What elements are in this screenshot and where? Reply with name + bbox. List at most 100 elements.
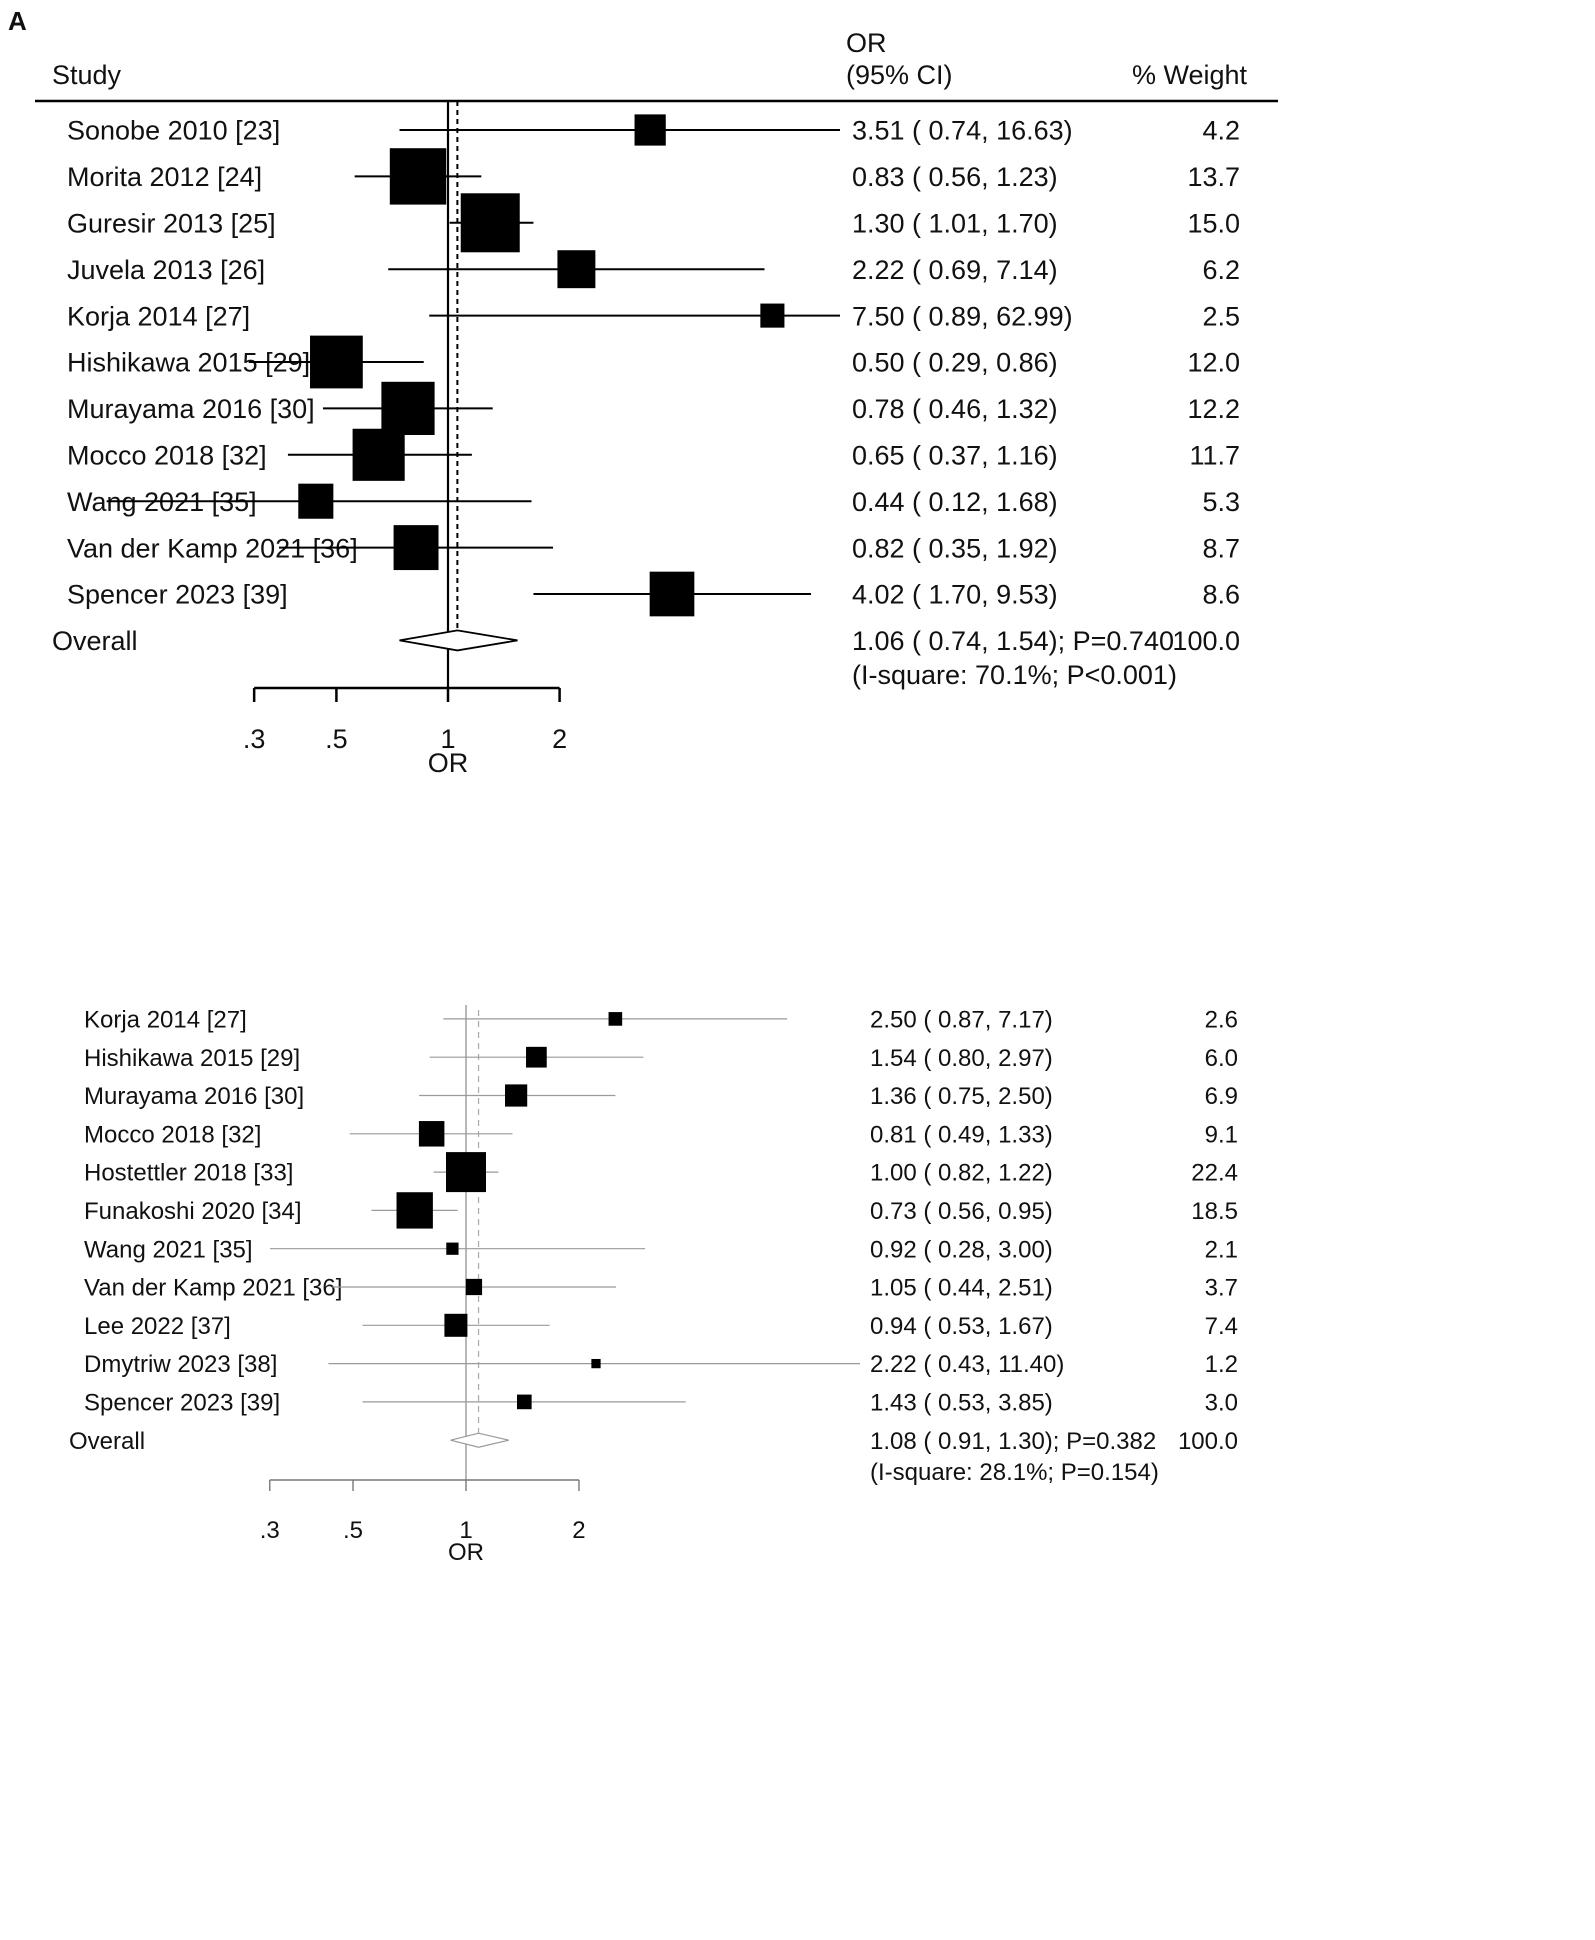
- overall-weight: 100.0: [1172, 626, 1240, 656]
- panel-label: A: [8, 6, 27, 36]
- estimate-box-van-der-kamp-2021-36: [393, 525, 439, 571]
- ci-text-dmytriw-2023-38: 2.22 ( 0.43, 11.40): [870, 1351, 1064, 1378]
- estimate-box-juvela-2013-26: [557, 250, 596, 289]
- weight-juvela-2013-26: 6.2: [1202, 255, 1240, 285]
- ci-text-van-der-kamp-2021-36: 1.05 ( 0.44, 2.51): [870, 1275, 1053, 1302]
- estimate-box-mocco-2018-32: [352, 428, 405, 481]
- study-label-spencer-2023-39: Spencer 2023 [39]: [67, 580, 288, 610]
- forest-plot-panel-a: A Study OR (95% CI)% Weight Sonobe 2010 [23]…: [0, 0, 1595, 960]
- x-tick-label-2: 1: [440, 724, 455, 754]
- weight-murayama-2016-30: 6.9: [1205, 1083, 1238, 1110]
- weight-van-der-kamp-2021-36: 8.7: [1202, 533, 1240, 563]
- x-axis-title: OR: [448, 1539, 484, 1566]
- heterogeneity-text: (I-square: 28.1%; P=0.154): [870, 1459, 1159, 1486]
- header-or: OR: [846, 28, 887, 58]
- estimate-box-wang-2021-35: [298, 483, 334, 519]
- overall-label: Overall: [69, 1428, 145, 1455]
- x-tick-label-0: .3: [260, 1517, 280, 1544]
- estimate-box-van-der-kamp-2021-36: [465, 1278, 483, 1296]
- weight-wang-2021-35: 2.1: [1205, 1236, 1238, 1263]
- estimate-box-sonobe-2010-23: [634, 114, 666, 146]
- weight-sonobe-2010-23: 4.2: [1202, 116, 1240, 146]
- estimate-box-korja-2014-27: [608, 1012, 623, 1026]
- ci-text-wang-2021-35: 0.44 ( 0.12, 1.68): [852, 487, 1058, 517]
- study-label-hishikawa-2015-29: Hishikawa 2015 [29]: [84, 1045, 300, 1072]
- estimate-box-guresir-2013-25: [460, 193, 520, 253]
- heterogeneity-text: (I-square: 70.1%; P<0.001): [852, 660, 1177, 690]
- study-label-korja-2014-27: Korja 2014 [27]: [84, 1007, 247, 1034]
- x-tick-label-1: .5: [343, 1517, 363, 1544]
- weight-mocco-2018-32: 11.7: [1189, 441, 1240, 471]
- overall-diamond: [450, 1432, 509, 1448]
- ci-text-lee-2022-37: 0.94 ( 0.53, 1.67): [870, 1313, 1053, 1340]
- study-label-lee-2022-37: Lee 2022 [37]: [84, 1313, 231, 1340]
- estimate-box-korja-2014-27: [760, 303, 785, 328]
- weight-van-der-kamp-2021-36: 3.7: [1205, 1275, 1238, 1302]
- x-tick-label-3: 2: [572, 1517, 585, 1544]
- ci-text-mocco-2018-32: 0.65 ( 0.37, 1.16): [852, 441, 1058, 471]
- estimate-box-hishikawa-2015-29: [310, 335, 363, 389]
- overall-ci-text: 1.06 ( 0.74, 1.54); P=0.740: [852, 626, 1174, 656]
- ci-text-sonobe-2010-23: 3.51 ( 0.74, 16.63): [852, 116, 1073, 146]
- ci-text-hostettler-2018-33: 1.00 ( 0.82, 1.22): [870, 1160, 1053, 1187]
- estimate-box-dmytriw-2023-38: [591, 1358, 601, 1369]
- header-weight: % Weight: [1132, 60, 1248, 90]
- estimate-box-spencer-2023-39: [516, 1394, 532, 1410]
- estimate-box-murayama-2016-30: [381, 381, 435, 436]
- overall-diamond: [399, 629, 518, 652]
- study-label-murayama-2016-30: Murayama 2016 [30]: [67, 394, 315, 424]
- ci-text-spencer-2023-39: 4.02 ( 1.70, 9.53): [852, 580, 1058, 610]
- estimate-box-murayama-2016-30: [505, 1084, 528, 1107]
- ci-text-hishikawa-2015-29: 1.54 ( 0.80, 2.97): [870, 1045, 1053, 1072]
- weight-korja-2014-27: 2.6: [1205, 1007, 1238, 1034]
- header-study: Study: [52, 60, 122, 90]
- estimate-box-hostettler-2018-33: [446, 1152, 486, 1193]
- ci-text-morita-2012-24: 0.83 ( 0.56, 1.23): [852, 162, 1058, 192]
- weight-funakoshi-2020-34: 18.5: [1191, 1198, 1238, 1225]
- study-label-guresir-2013-25: Guresir 2013 [25]: [67, 209, 276, 239]
- overall-ci-text: 1.08 ( 0.91, 1.30); P=0.382: [870, 1428, 1156, 1455]
- estimate-box-lee-2022-37: [444, 1313, 468, 1337]
- estimate-box-funakoshi-2020-34: [396, 1192, 433, 1229]
- x-tick-label-0: .3: [243, 724, 266, 754]
- study-label-funakoshi-2020-34: Funakoshi 2020 [34]: [84, 1198, 302, 1225]
- study-label-dmytriw-2023-38: Dmytriw 2023 [38]: [84, 1351, 277, 1378]
- x-tick-label-2: 1: [459, 1517, 472, 1544]
- ci-text-mocco-2018-32: 0.81 ( 0.49, 1.33): [870, 1121, 1053, 1148]
- study-label-korja-2014-27: Korja 2014 [27]: [67, 301, 250, 331]
- weight-lee-2022-37: 7.4: [1205, 1313, 1238, 1340]
- weight-korja-2014-27: 2.5: [1202, 301, 1240, 331]
- ci-text-van-der-kamp-2021-36: 0.82 ( 0.35, 1.92): [852, 533, 1058, 563]
- study-label-juvela-2013-26: Juvela 2013 [26]: [67, 255, 265, 285]
- x-axis-title: OR: [428, 748, 469, 778]
- estimate-box-spencer-2023-39: [649, 571, 695, 617]
- weight-murayama-2016-30: 12.2: [1187, 394, 1240, 424]
- ci-text-murayama-2016-30: 1.36 ( 0.75, 2.50): [870, 1083, 1053, 1110]
- ci-text-korja-2014-27: 7.50 ( 0.89, 62.99): [852, 301, 1073, 331]
- study-label-van-der-kamp-2021-36: Van der Kamp 2021 [36]: [84, 1275, 342, 1302]
- ci-text-hishikawa-2015-29: 0.50 ( 0.29, 0.86): [852, 348, 1058, 378]
- study-label-spencer-2023-39: Spencer 2023 [39]: [84, 1390, 280, 1417]
- study-label-hostettler-2018-33: Hostettler 2018 [33]: [84, 1160, 293, 1187]
- weight-spencer-2023-39: 8.6: [1202, 580, 1240, 610]
- estimate-box-hishikawa-2015-29: [526, 1046, 547, 1068]
- overall-weight: 100.0: [1178, 1428, 1238, 1455]
- ci-text-spencer-2023-39: 1.43 ( 0.53, 3.85): [870, 1390, 1053, 1417]
- estimate-box-morita-2012-24: [389, 148, 447, 205]
- weight-hishikawa-2015-29: 12.0: [1187, 348, 1240, 378]
- ci-text-wang-2021-35: 0.92 ( 0.28, 3.00): [870, 1236, 1053, 1263]
- x-tick-label-3: 2: [552, 724, 567, 754]
- ci-text-korja-2014-27: 2.50 ( 0.87, 7.17): [870, 1007, 1053, 1034]
- estimate-box-wang-2021-35: [446, 1242, 459, 1255]
- study-label-sonobe-2010-23: Sonobe 2010 [23]: [67, 116, 280, 146]
- ci-text-juvela-2013-26: 2.22 ( 0.69, 7.14): [852, 255, 1058, 285]
- ci-text-funakoshi-2020-34: 0.73 ( 0.56, 0.95): [870, 1198, 1053, 1225]
- weight-hishikawa-2015-29: 6.0: [1205, 1045, 1238, 1072]
- weight-hostettler-2018-33: 22.4: [1191, 1160, 1238, 1187]
- study-label-wang-2021-35: Wang 2021 [35]: [84, 1236, 253, 1263]
- weight-mocco-2018-32: 9.1: [1205, 1121, 1238, 1148]
- study-label-morita-2012-24: Morita 2012 [24]: [67, 162, 262, 192]
